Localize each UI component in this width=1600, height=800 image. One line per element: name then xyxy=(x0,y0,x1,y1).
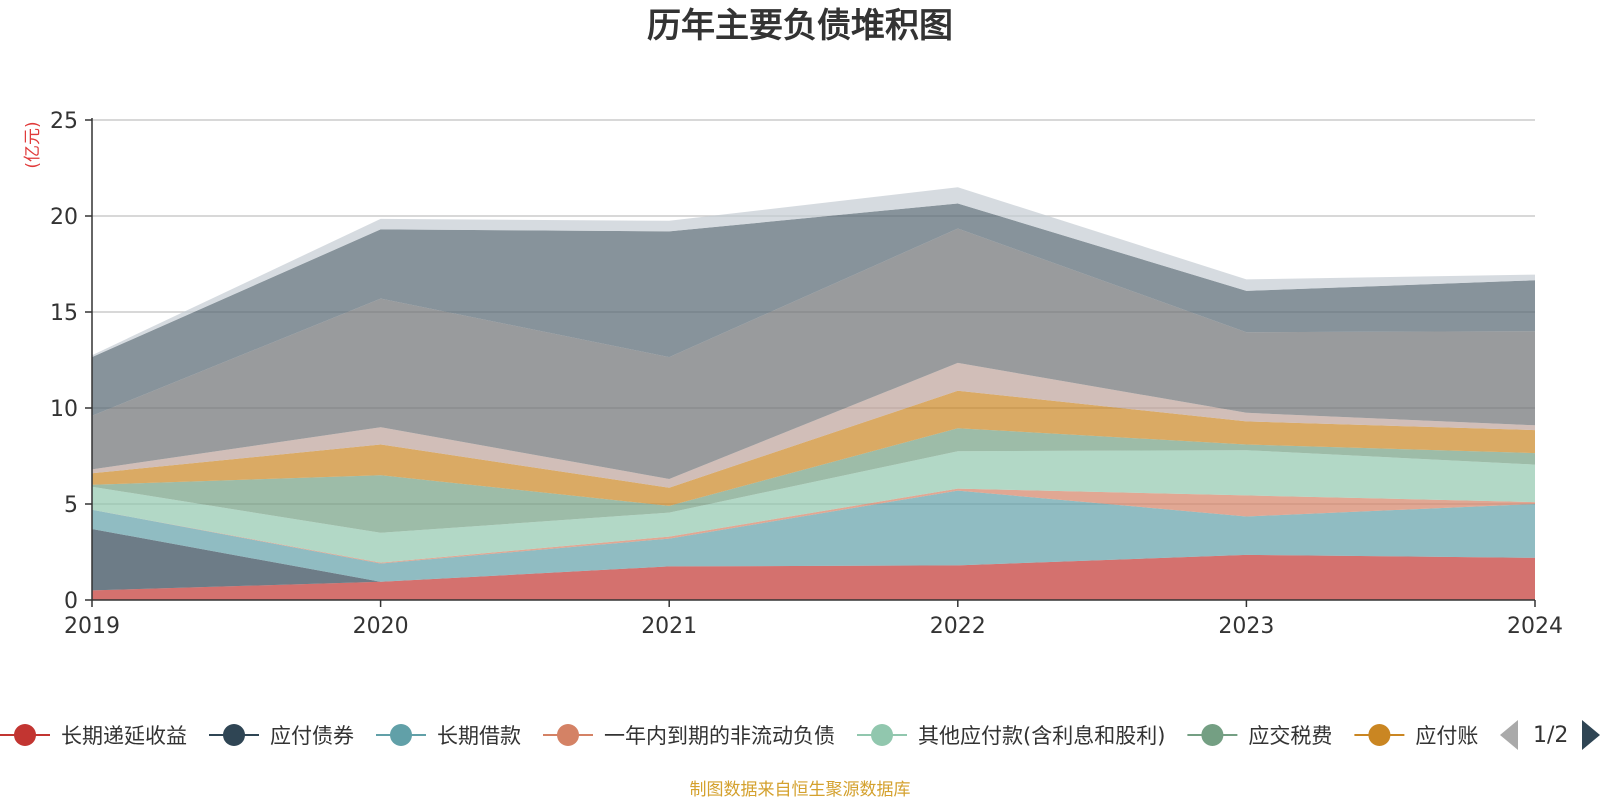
legend-marker-icon xyxy=(1368,724,1391,746)
legend-label: 长期递延收益 xyxy=(61,724,187,748)
y-tick-label: 20 xyxy=(50,205,78,230)
legend-prev-arrow-icon[interactable] xyxy=(1500,720,1518,750)
legend-marker-icon xyxy=(871,724,893,746)
legend-marker-icon xyxy=(557,724,579,746)
legend-marker-icon xyxy=(1201,724,1224,746)
area-series xyxy=(92,187,1535,600)
legend-label: 长期借款 xyxy=(437,724,521,748)
area-series-9 xyxy=(92,228,1535,479)
area-series-8 xyxy=(92,362,1535,488)
axes: 0 5 10 15 20 25 2019 2020 2021 2022 2023 2024 xyxy=(50,109,1563,639)
y-axis-unit-label: (亿元) xyxy=(23,121,43,168)
legend: 长期递延收益 应付债券 长期借款 一年内到期的非流动负债 其他应付款(含利息和股利) 应交… xyxy=(0,724,1499,748)
legend-marker-icon xyxy=(223,724,245,746)
data-source-note: 制图数据来自恒生聚源数据库 xyxy=(690,780,911,800)
x-tick-label: 2022 xyxy=(930,614,986,639)
legend-item[interactable]: 长期借款 xyxy=(376,724,521,748)
x-tick-label: 2023 xyxy=(1218,614,1274,639)
x-tick-label: 2021 xyxy=(641,614,697,639)
legend-page-indicator: 1/2 xyxy=(1533,723,1568,748)
legend-label: 应付债券 xyxy=(270,724,354,748)
legend-item[interactable]: 其他应付款(含利息和股利) xyxy=(857,724,1165,748)
chart-title: 历年主要负债堆积图 xyxy=(647,6,953,46)
area-series-11 xyxy=(92,187,1535,358)
area-series-2 xyxy=(92,529,1535,591)
legend-item[interactable]: 应付账款 xyxy=(1354,724,1499,748)
x-tick-label: 2024 xyxy=(1507,614,1563,639)
legend-item[interactable]: 一年内到期的非流动负债 xyxy=(543,724,835,748)
x-tick-label: 2019 xyxy=(64,614,120,639)
x-tick-label: 2020 xyxy=(353,614,409,639)
area-series-4 xyxy=(92,488,1535,564)
y-tick-label: 10 xyxy=(50,397,78,422)
legend-item[interactable]: 长期递延收益 xyxy=(0,724,187,748)
y-tick-label: 5 xyxy=(64,493,78,518)
legend-label: 一年内到期的非流动负债 xyxy=(604,724,835,748)
legend-label: 应交税费 xyxy=(1248,724,1332,748)
y-tick-label: 15 xyxy=(50,301,78,326)
area-series-3 xyxy=(92,490,1535,582)
legend-label: 其他应付款(含利息和股利) xyxy=(918,724,1165,748)
y-tick-label: 0 xyxy=(64,589,78,614)
area-series-6 xyxy=(92,428,1535,533)
legend-item[interactable]: 应付债券 xyxy=(209,724,354,748)
legend-next-arrow-icon[interactable] xyxy=(1582,720,1600,750)
area-series-1 xyxy=(92,554,1535,600)
area-series-7 xyxy=(92,390,1535,506)
legend-item[interactable]: 应交税费 xyxy=(1187,724,1332,748)
legend-marker-icon xyxy=(390,724,412,746)
legend-items: 长期递延收益 应付债券 长期借款 一年内到期的非流动负债 其他应付款(含利息和股利) 应交… xyxy=(0,724,1499,748)
legend-pager: 1/2 xyxy=(1500,720,1600,750)
y-tick-label: 25 xyxy=(50,109,78,134)
area-series-10 xyxy=(92,203,1535,416)
area-series-5 xyxy=(92,450,1535,563)
legend-label: 应付账款 xyxy=(1415,724,1499,748)
legend-marker-icon xyxy=(14,724,36,746)
